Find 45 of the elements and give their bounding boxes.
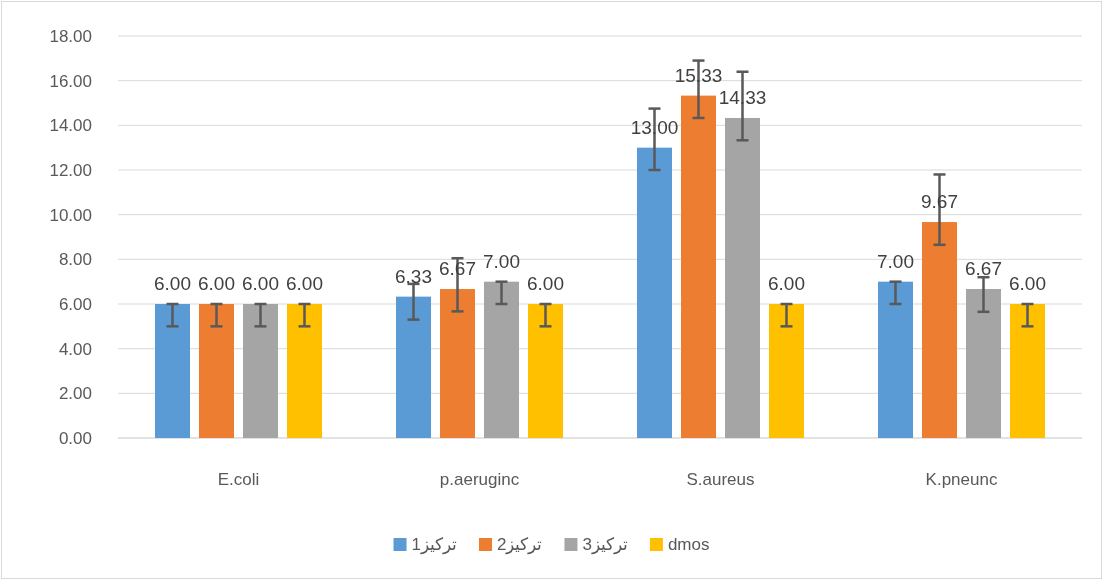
y-tick-label: 10.00 xyxy=(49,205,92,225)
y-tick-label: 12.00 xyxy=(49,161,92,180)
bar xyxy=(966,289,1001,438)
y-tick-label: 18.00 xyxy=(49,27,92,46)
data-label: 6.00 xyxy=(527,273,564,294)
bar xyxy=(725,117,760,438)
bar xyxy=(243,304,278,438)
x-tick-label: p.aeruginc xyxy=(439,470,520,489)
y-tick-label: 0.00 xyxy=(58,429,92,448)
x-tick-label: E.coli xyxy=(217,470,260,489)
data-label: 6.00 xyxy=(154,273,191,294)
bar xyxy=(922,222,957,438)
bar xyxy=(484,281,519,438)
y-tick-label: 8.00 xyxy=(58,250,92,270)
legend-label: تركيز3 xyxy=(582,535,628,555)
bar xyxy=(199,304,234,438)
y-tick-label: 2.00 xyxy=(58,384,92,404)
y-tick-label: 6.00 xyxy=(58,295,92,314)
y-tick-label: 14.00 xyxy=(49,116,92,136)
x-tick-label: S.aureus xyxy=(686,470,755,489)
bar xyxy=(637,147,672,438)
data-label: 6.33 xyxy=(395,265,432,287)
bar xyxy=(528,304,563,438)
data-label: 6.00 xyxy=(286,273,323,294)
bar xyxy=(155,304,190,438)
bar xyxy=(681,95,716,438)
bar xyxy=(878,281,913,438)
data-label: 6.00 xyxy=(1009,273,1046,294)
data-label: 6.67 xyxy=(965,258,1002,280)
bar xyxy=(769,304,804,438)
data-label: 6.00 xyxy=(198,273,235,294)
x-tick-label: K.pneunc xyxy=(925,470,998,489)
y-tick-label: 16.00 xyxy=(49,71,92,91)
data-label: 6.00 xyxy=(242,273,279,294)
bar xyxy=(287,304,322,438)
data-label: 7.00 xyxy=(483,250,520,272)
legend-label: تركيز2 xyxy=(496,535,543,555)
bar xyxy=(440,289,475,438)
data-label: 6.00 xyxy=(768,273,805,294)
legend-label: dmos xyxy=(667,535,710,554)
legend-label: تركيز1 xyxy=(411,535,457,555)
bar xyxy=(396,296,431,438)
data-label: 7.00 xyxy=(877,250,914,272)
bar xyxy=(1010,304,1045,438)
y-tick-label: 4.00 xyxy=(58,339,92,359)
